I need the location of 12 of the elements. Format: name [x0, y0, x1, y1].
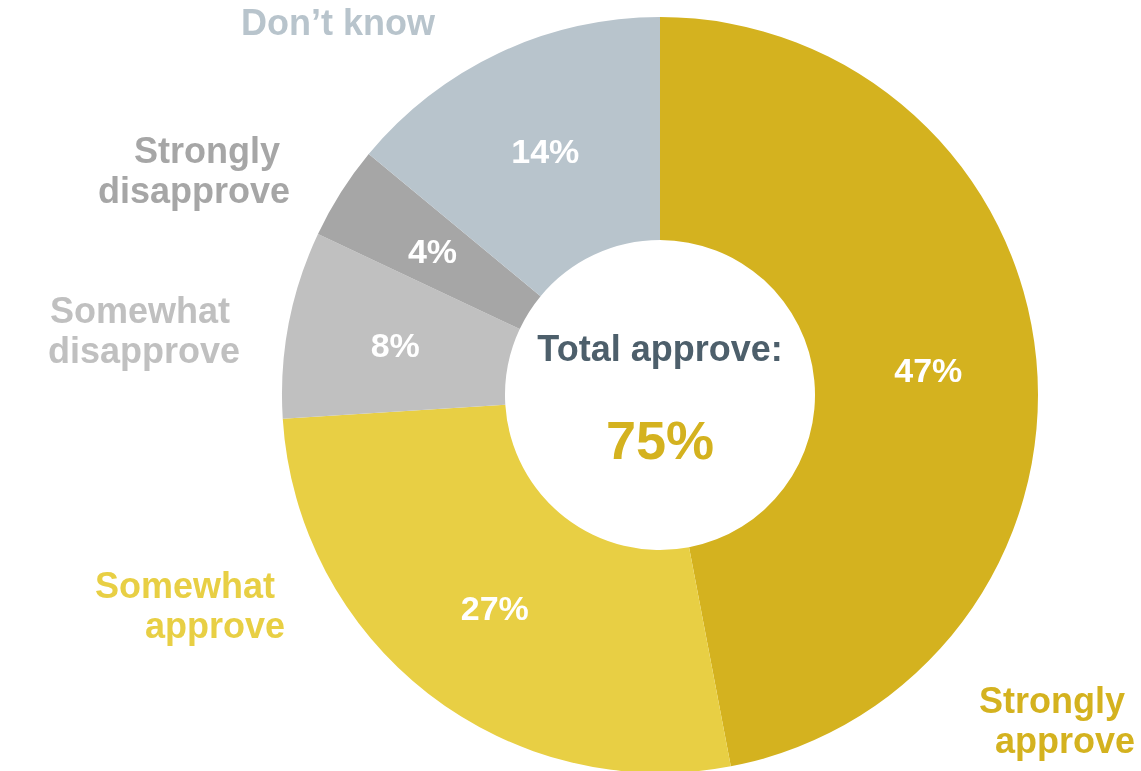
data-label: 27%: [460, 588, 529, 627]
data-label: 8%: [370, 325, 420, 364]
data-label: 4%: [407, 231, 458, 270]
slice-label: Strongly approve: [978, 679, 1135, 761]
data-label: 14%: [511, 132, 580, 171]
text: 75%: [605, 410, 715, 470]
text: Total approve:: [537, 327, 783, 369]
data-label: 47%: [894, 350, 963, 389]
slice-label: Don’t know: [241, 1, 436, 43]
slice-label: Strongly disapprove: [97, 129, 290, 211]
slice-label: Somewhat approve: [94, 564, 285, 646]
slice-label: Somewhat disapprove: [47, 289, 240, 371]
